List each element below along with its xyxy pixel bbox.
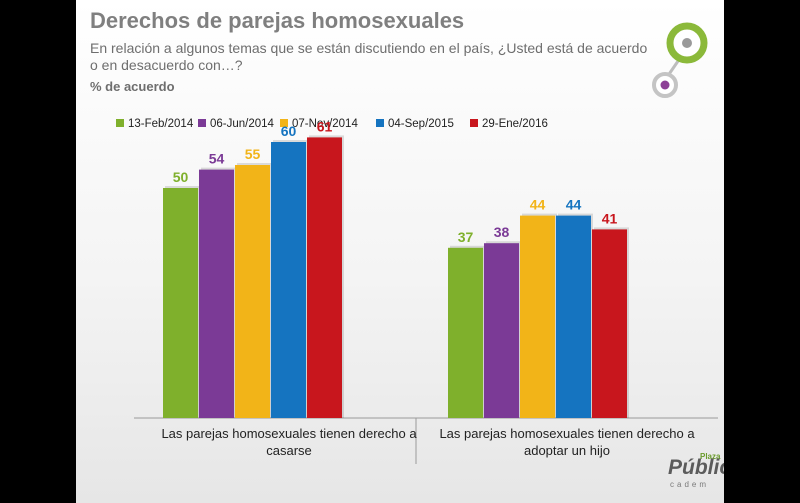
legend-label: 04-Sep/2015: [388, 118, 454, 130]
legend-item: 04-Sep/2015: [376, 118, 454, 130]
legend-item: 13-Feb/2014: [116, 118, 193, 130]
bar-0-0: [163, 188, 198, 418]
legend-label: 06-Jun/2014: [210, 118, 274, 130]
slide: Derechos de parejas homosexuales En rela…: [76, 0, 724, 503]
logo-plaza-text: Plaza: [700, 452, 721, 461]
bar-3-1: [556, 215, 591, 418]
legend-swatch: [470, 119, 478, 127]
bar-chart: 50 37 54 38 55 44 60 44 61 41 Las parejas homosexu…: [134, 118, 718, 464]
logo-rings-icon: [652, 22, 708, 98]
data-label: 61: [317, 118, 333, 134]
data-label: 54: [209, 151, 225, 167]
legend-item: 29-Ene/2016: [470, 118, 548, 130]
data-label: 44: [566, 197, 582, 213]
logo-cadem-text: cadem: [670, 480, 710, 489]
bar-2-1: [520, 215, 555, 418]
unit-label: % de acuerdo: [90, 79, 175, 94]
legend-label: 13-Feb/2014: [128, 118, 194, 130]
bar-4-1: [592, 229, 627, 418]
category-label: casarse: [266, 443, 312, 458]
bar-0-1: [448, 247, 483, 418]
legend-item: 07-Nov/2014: [280, 118, 358, 130]
bar-2-0: [235, 165, 270, 418]
data-label: 60: [281, 123, 297, 139]
data-label: 44: [530, 197, 546, 213]
legend-label: 07-Nov/2014: [292, 118, 358, 130]
legend-swatch: [116, 119, 124, 127]
category-label: Las parejas homosexuales tienen derecho …: [161, 426, 417, 441]
bar-1-0: [199, 169, 234, 418]
legend-swatch: [198, 119, 206, 127]
data-label: 37: [458, 229, 474, 245]
category-label: Las parejas homosexuales tienen derecho …: [439, 426, 695, 441]
data-label: 38: [494, 224, 510, 240]
data-label: 50: [173, 169, 189, 185]
data-label: 55: [245, 146, 261, 162]
legend-label: 29-Ene/2016: [482, 118, 548, 130]
bar-1-1: [484, 243, 519, 418]
legend-swatch: [376, 119, 384, 127]
category-label: adoptar un hijo: [524, 443, 610, 458]
legend-item: 06-Jun/2014: [198, 118, 274, 130]
legend-swatch: [280, 119, 288, 127]
chart-title: Derechos de parejas homosexuales: [90, 8, 465, 33]
data-label: 41: [602, 210, 618, 226]
chart-subtitle: En relación a algunos temas que se están…: [90, 40, 648, 73]
bar-4-0: [307, 137, 342, 418]
bar-3-0: [271, 142, 306, 418]
